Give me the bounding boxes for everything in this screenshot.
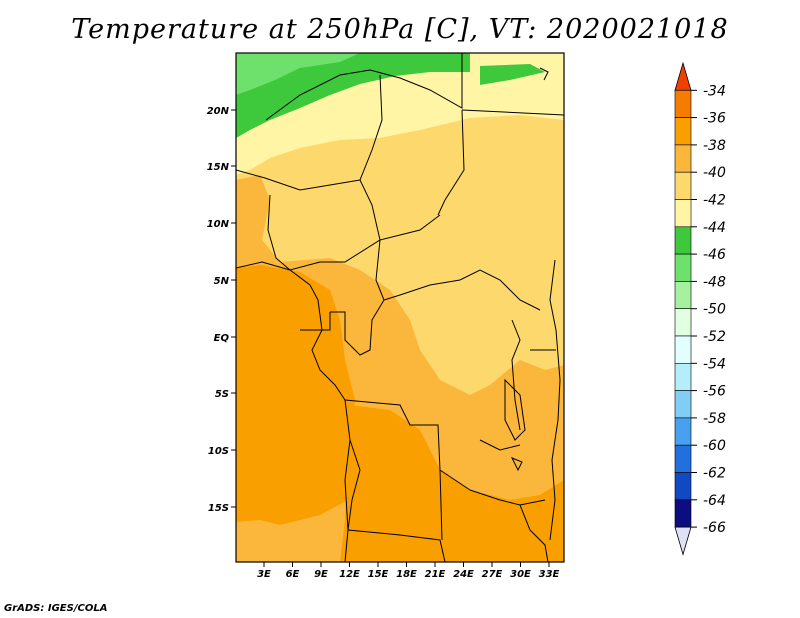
colorbar-label: -64 (703, 493, 726, 509)
colorbar-swatch (674, 390, 692, 419)
lon-label: 24E (453, 569, 474, 580)
colorbar-swatch (674, 144, 692, 173)
colorbar-label: -38 (703, 138, 726, 154)
lon-label: 3E (257, 569, 271, 580)
colorbar-swatch (674, 335, 692, 364)
colorbar-label: -50 (703, 302, 726, 318)
colorbar-swatch (674, 362, 692, 391)
lon-label: 27E (482, 569, 503, 580)
grads-credit: GrADS: IGES/COLA (4, 603, 108, 614)
band-minus46-north (236, 53, 470, 138)
lat-label: EQ (214, 333, 230, 344)
map-frame (235, 52, 565, 563)
lat-label: 5N (214, 276, 230, 287)
lat-label: 5S (215, 389, 229, 400)
colorbar-label: -60 (703, 438, 726, 454)
band-minus40-sw (236, 175, 280, 265)
map-title: Temperature at 250hPa [C], VT: 202002101… (71, 14, 729, 45)
longitude-axis: 3E 6E 9E 12E 15E 18E 21E 24E 27E 30E 33E (257, 562, 560, 580)
colorbar-swatch (674, 253, 692, 282)
lat-label: 20N (207, 106, 230, 117)
colorbar-swatch (674, 226, 692, 255)
colorbar-swatch (674, 171, 692, 200)
colorbar-label: -66 (703, 520, 726, 536)
colorbar-label: -48 (703, 274, 726, 290)
colorbar-label: -36 (703, 111, 726, 127)
lat-label: 10S (208, 446, 229, 457)
band-minus48-north (236, 53, 360, 95)
colorbar-label: -44 (703, 220, 726, 236)
colorbar-swatch (674, 308, 692, 337)
colorbar-label: -54 (703, 356, 726, 372)
colorbar-label: -34 (703, 83, 726, 99)
colorbar-arrow-bottom (674, 526, 692, 556)
lon-label: 12E (339, 569, 360, 580)
colorbar-swatch (674, 90, 692, 118)
band-minus38-south (340, 405, 564, 562)
colorbar-label: -42 (703, 193, 726, 209)
colorbar: -34 -36 -38 -40 -42 -44 -46 -48 -50 -52 -54 -56 -58 -… (674, 61, 726, 556)
lat-label: 15S (208, 503, 229, 514)
colorbar-label: -40 (703, 165, 726, 181)
band-minus46-ne-strip (480, 64, 545, 85)
colorbar-label: -52 (703, 329, 726, 345)
colorbar-label: -56 (703, 384, 726, 400)
lon-label: 30E (510, 569, 531, 580)
latitude-axis: 20N 15N 10N 5N EQ 5S 10S 15S (207, 106, 236, 514)
lon-label: 21E (425, 569, 446, 580)
lon-label: 9E (314, 569, 328, 580)
lon-label: 33E (539, 569, 560, 580)
temperature-field (236, 53, 564, 562)
colorbar-swatch (674, 499, 692, 528)
colorbar-swatch (674, 444, 692, 473)
colorbar-swatch (674, 117, 692, 146)
lon-label: 15E (368, 569, 389, 580)
lon-label: 18E (396, 569, 417, 580)
colorbar-swatch (674, 281, 692, 309)
colorbar-swatch (674, 472, 692, 501)
lat-label: 15N (207, 162, 230, 173)
lat-label: 10N (207, 219, 230, 230)
colorbar-label: -62 (703, 466, 726, 482)
band-minus38-spot (286, 330, 318, 370)
lon-label: 6E (286, 569, 300, 580)
colorbar-arrow-top (674, 61, 692, 91)
colorbar-label: -58 (703, 411, 726, 427)
coastline (236, 67, 561, 562)
colorbar-swatch (674, 417, 692, 446)
colorbar-swatch (674, 199, 692, 228)
colorbar-label: -46 (703, 247, 726, 263)
